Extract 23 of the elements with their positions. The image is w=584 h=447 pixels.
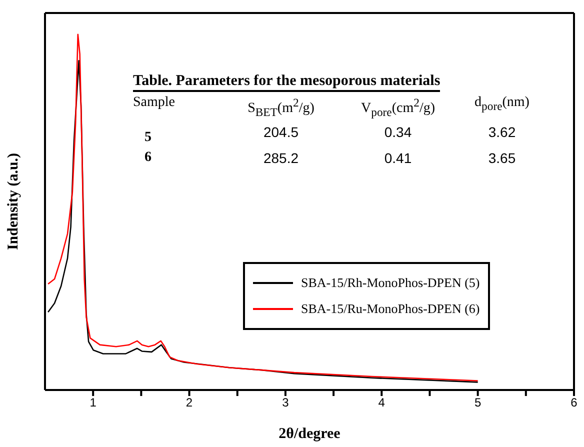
x-axis-title: 2θ/degree: [278, 426, 341, 442]
annotation: Sample: [133, 95, 175, 110]
x-tick-label: 3: [282, 396, 290, 410]
annotation: 6: [144, 150, 152, 166]
annotation: 0.34: [384, 124, 412, 140]
annotation: 3.62: [488, 124, 516, 140]
annotation: 204.5: [263, 124, 299, 140]
annotation: 5: [144, 130, 152, 146]
annotation: d$_{pore}$(nm): [474, 95, 530, 113]
legend-label: SBA-15/Rh-MonoPhos-DPEN (5): [301, 275, 480, 291]
x-tick-label: 5: [474, 396, 482, 410]
x-tick-label: 4: [378, 396, 386, 410]
annotation: 285.2: [263, 150, 299, 166]
x-tick-label: 2: [186, 396, 193, 410]
annotation: Table. Parameters for the mesoporous materials: [133, 73, 440, 89]
annotation: S$_{BET}$(m$^{2}$/g): [248, 96, 314, 118]
x-tick-label: 1: [90, 396, 97, 410]
annotation: V$_{pore}$(cm$^{2}$/g): [361, 96, 435, 118]
annotation: 3.65: [488, 150, 516, 166]
legend-label: SBA-15/Ru-MonoPhos-DPEN (6): [301, 301, 480, 317]
annotation: 0.41: [384, 150, 412, 166]
y-axis-title: Indensity (a.u.): [5, 152, 22, 250]
x-tick-label: 6: [570, 396, 578, 410]
